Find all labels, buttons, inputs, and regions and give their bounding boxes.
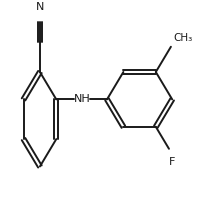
Text: NH: NH [73,94,90,104]
Text: CH₃: CH₃ [174,33,193,43]
Text: F: F [169,157,175,167]
Text: N: N [36,2,44,11]
